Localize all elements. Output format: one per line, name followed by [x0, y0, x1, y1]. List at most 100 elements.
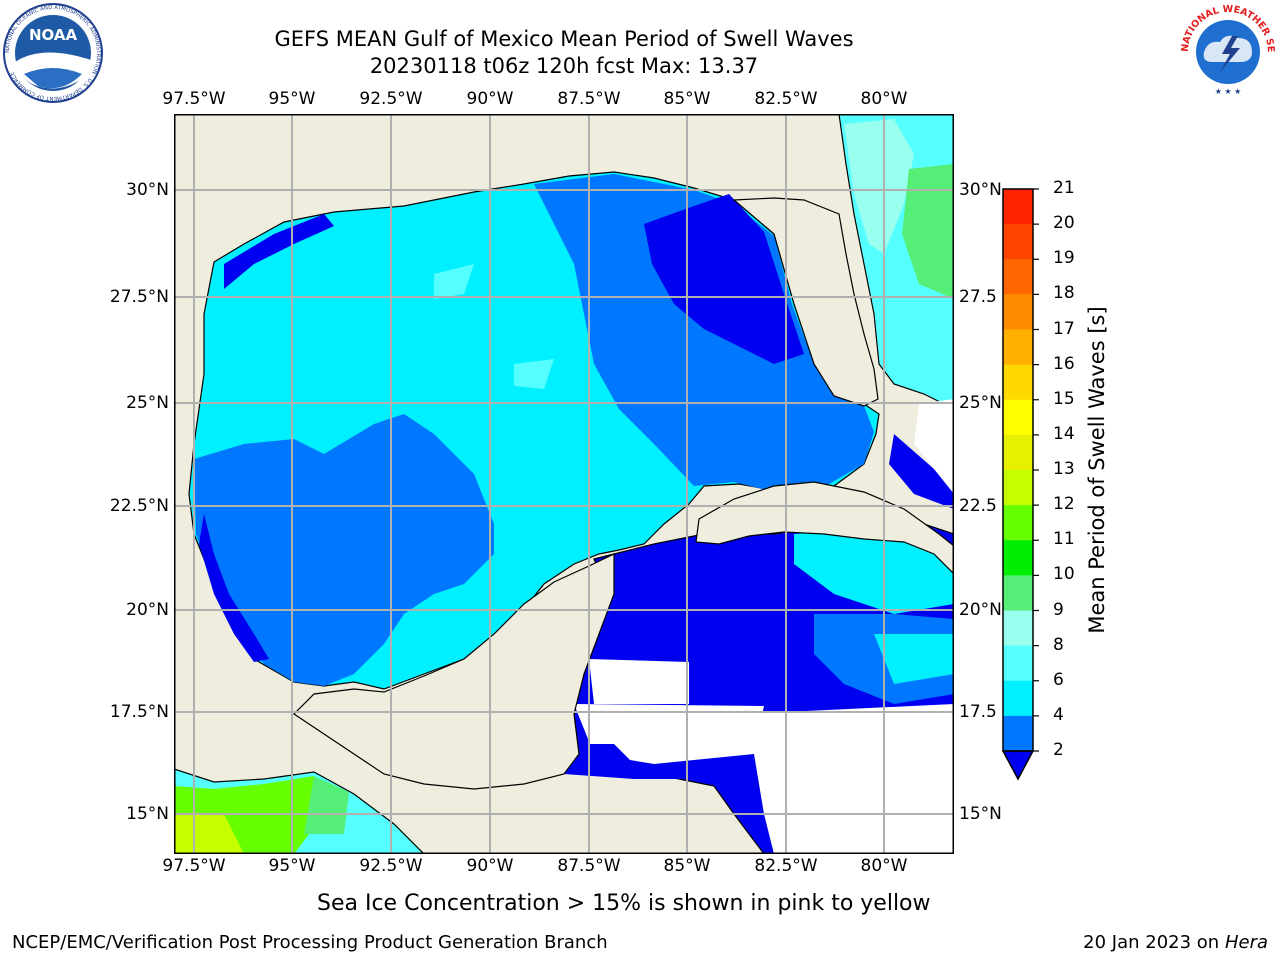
colorbar-segment	[1003, 575, 1033, 611]
lon-label-top: 97.5°W	[162, 89, 226, 109]
no-data-caribbean-3	[574, 704, 764, 764]
lat-label-left: 30°N	[126, 180, 169, 200]
colorbar-tick-label: 11	[1053, 529, 1075, 550]
yucatan-land	[293, 553, 615, 790]
colorbar-segment	[1003, 505, 1033, 541]
colorbar-tick-label: 17	[1053, 318, 1075, 339]
colorbar-segment	[1003, 364, 1033, 401]
sea-ice-note: Sea Ice Concentration > 15% is shown in …	[317, 891, 931, 916]
swell-0-2-gulf-northeast	[644, 194, 804, 364]
lat-label-left: 20°N	[126, 600, 169, 620]
colorbar-extension	[1001, 750, 1035, 781]
no-data-caribbean-1	[589, 659, 689, 704]
colorbar-segment	[1003, 294, 1033, 330]
colorbar-segment	[1003, 680, 1033, 717]
lon-label-top: 85°W	[663, 89, 711, 109]
lat-label-left: 27.5°N	[109, 287, 169, 307]
swell-12-13-pacific	[174, 814, 244, 854]
swell-0-2-gulf-southwest	[199, 514, 269, 662]
lon-label-bottom: 87.5°W	[557, 856, 621, 876]
colorbar-tick-label: 19	[1053, 248, 1075, 269]
colorbar-segment	[1003, 470, 1033, 506]
lat-label-right: 22.5	[959, 496, 997, 516]
lon-label-top: 82.5°W	[754, 89, 818, 109]
colorbar-tick-label: 9	[1053, 599, 1064, 620]
lat-label-right: 25°N	[959, 393, 1002, 413]
colorbar-segment	[1003, 645, 1033, 682]
swell-9-10-atlantic	[902, 164, 954, 299]
colorbar-segment	[1003, 224, 1033, 260]
map-title: GEFS MEAN Gulf of Mexico Mean Period of …	[274, 27, 854, 51]
colorbar-tick-label: 20	[1053, 213, 1075, 234]
lat-label-right: 20°N	[959, 600, 1002, 620]
colorbar-tick-label: 10	[1053, 564, 1075, 585]
colorbar-segment	[1003, 259, 1033, 295]
swell-9-10-pacific	[304, 776, 349, 834]
svg-text:★ ★ ★: ★ ★ ★	[1215, 87, 1242, 96]
colorbar-tick-label: 15	[1053, 388, 1075, 409]
swell-6-8-patch-1	[434, 264, 474, 299]
colorbar-tick-label: 8	[1053, 634, 1064, 655]
lon-label-bottom: 95°W	[268, 856, 316, 876]
lon-label-top: 87.5°W	[557, 89, 621, 109]
lon-label-bottom: 97.5°W	[162, 856, 226, 876]
lon-label-top: 90°W	[466, 89, 514, 109]
swell-0-2-atlantic-south	[889, 434, 954, 509]
lat-label-right: 15°N	[959, 804, 1002, 824]
colorbar-tick-label: 14	[1053, 423, 1075, 444]
colorbar-segment	[1003, 189, 1033, 225]
nws-logo: NATIONAL WEATHER SERVICE ★ ★ ★	[1178, 2, 1278, 102]
lon-label-bottom: 85°W	[663, 856, 711, 876]
colorbar-tick-label: 21	[1053, 178, 1075, 198]
swell-4-6-caribbean-east	[874, 634, 954, 684]
lon-label-bottom: 90°W	[466, 856, 514, 876]
lat-label-right: 30°N	[959, 180, 1002, 200]
footer-credit: NCEP/EMC/Verification Post Processing Pr…	[12, 932, 608, 953]
footer-timestamp: 20 Jan 2023 on Hera	[1083, 932, 1268, 953]
colorbar-tick-label: 12	[1053, 494, 1075, 515]
swell-6-8-patch-2	[514, 359, 554, 389]
footer-machine: Hera	[1224, 932, 1268, 953]
lat-label-left: 17.5°N	[109, 702, 169, 722]
colorbar-segment	[1003, 610, 1033, 647]
swell-8-9-atlantic	[844, 119, 914, 254]
colorbar-tick-label: 18	[1053, 283, 1075, 304]
colorbar-tick-label: 13	[1053, 459, 1075, 479]
lat-label-left: 22.5°N	[109, 496, 169, 516]
florida-land	[732, 197, 879, 407]
colorbar-label: Mean Period of Swell Waves [s]	[1085, 306, 1109, 634]
colorbar	[1000, 186, 1040, 790]
lon-label-bottom: 82.5°W	[754, 856, 818, 876]
map-gridlines	[174, 114, 954, 854]
colorbar-segment	[1003, 540, 1033, 576]
gulf-map	[174, 114, 954, 858]
lon-label-top: 95°W	[268, 89, 316, 109]
lat-label-right: 17.5	[959, 702, 997, 722]
noaa-logo: NOAA NATIONAL OCEANIC AND ATMOSPHERIC AD…	[2, 2, 104, 104]
swell-2-4-gulf-southwest	[194, 414, 494, 686]
colorbar-segment	[1003, 399, 1033, 436]
lon-label-top: 80°W	[860, 89, 908, 109]
footer-date: 20 Jan 2023 on	[1083, 932, 1225, 953]
colorbar-tick-label: 16	[1053, 353, 1075, 374]
map-frame	[174, 114, 954, 854]
lon-label-bottom: 80°W	[860, 856, 908, 876]
colorbar-tick-label: 4	[1053, 704, 1064, 725]
map-subtitle: 20230118 t06z 120h fcst Max: 13.37	[369, 54, 759, 78]
swell-4-6-caribbean	[794, 529, 954, 614]
lat-label-left: 25°N	[126, 393, 169, 413]
lon-label-top: 92.5°W	[359, 89, 423, 109]
colorbar-segment	[1003, 715, 1033, 752]
colorbar-tick-label: 6	[1053, 669, 1064, 690]
lat-label-left: 15°N	[126, 804, 169, 824]
no-data-caribbean-2	[744, 704, 954, 854]
colorbar-segment	[1003, 434, 1033, 471]
no-data-atlantic-1	[914, 399, 954, 494]
lon-label-bottom: 92.5°W	[359, 856, 423, 876]
swell-2-4-gulf-east	[534, 174, 874, 492]
swell-0-2-gulf-northwest	[224, 214, 334, 289]
colorbar-tick-label: 2	[1053, 740, 1064, 760]
noaa-logo-text: NOAA	[29, 26, 78, 44]
swell-0-2-caribbean-south	[554, 744, 754, 779]
colorbar-segment	[1003, 329, 1033, 366]
